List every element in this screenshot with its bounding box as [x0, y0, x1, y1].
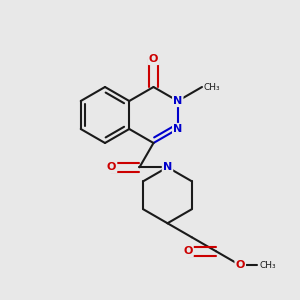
Text: O: O	[107, 162, 116, 172]
Text: N: N	[173, 96, 182, 106]
Text: O: O	[183, 246, 193, 256]
Text: CH₃: CH₃	[204, 82, 220, 91]
Text: O: O	[149, 54, 158, 64]
Text: O: O	[236, 260, 245, 270]
Text: N: N	[163, 162, 172, 172]
Text: N: N	[173, 124, 182, 134]
Text: CH₃: CH₃	[259, 261, 276, 270]
